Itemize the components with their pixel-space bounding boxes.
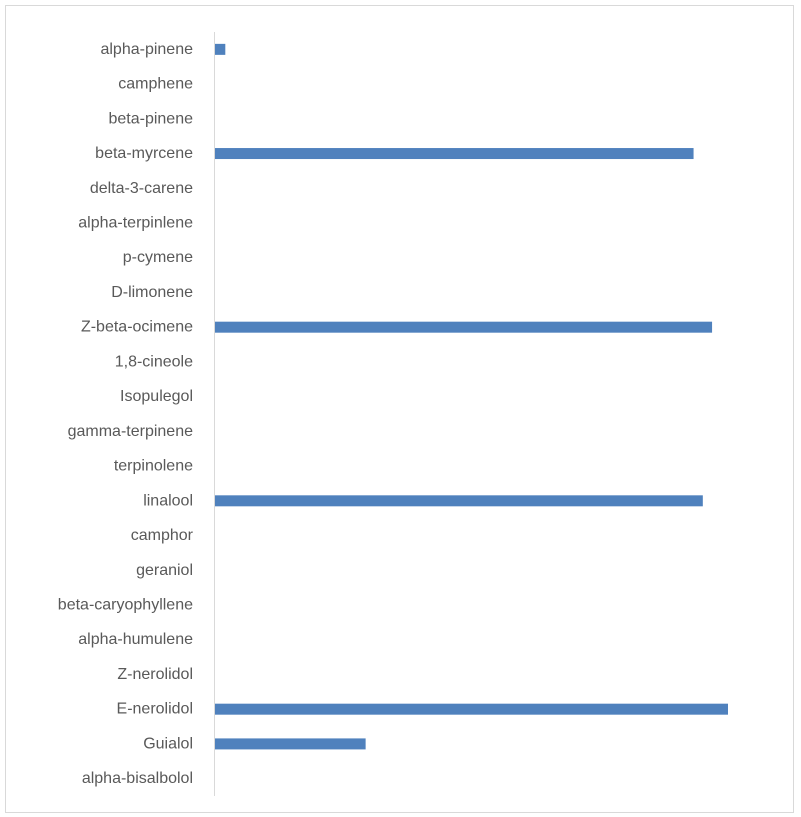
chart-frame — [5, 5, 794, 813]
bar — [215, 321, 713, 333]
category-label: Isopulegol — [120, 388, 193, 405]
category-label: delta-3-carene — [90, 180, 193, 197]
category-label: 1,8-cineole — [115, 353, 193, 370]
bar — [215, 148, 694, 160]
category-label: alpha-humulene — [78, 631, 193, 648]
category-label: beta-myrcene — [95, 145, 193, 162]
category-label: Z-nerolidol — [117, 666, 193, 683]
category-label: D-limonene — [111, 284, 193, 301]
bar — [215, 738, 366, 750]
bar — [215, 703, 728, 715]
category-label: p-cymene — [123, 249, 193, 266]
bar — [215, 495, 703, 507]
category-label: alpha-bisalbolol — [82, 770, 193, 787]
category-label: geraniol — [136, 562, 193, 579]
category-label: alpha-terpinlene — [78, 215, 193, 232]
category-label: linalool — [143, 492, 193, 509]
category-labels: alpha-pinene camphene beta-pinene beta-myrc… — [58, 41, 194, 787]
category-label: terpinolene — [114, 458, 193, 475]
bar — [215, 43, 226, 55]
category-label: beta-pinene — [108, 110, 193, 127]
category-label: gamma-terpinene — [68, 423, 194, 440]
category-label: Guialol — [143, 735, 193, 752]
bars — [215, 43, 728, 750]
category-label: camphene — [118, 76, 193, 93]
category-label: alpha-pinene — [100, 41, 193, 58]
category-label: beta-caryophyllene — [58, 597, 193, 614]
category-label: E-nerolidol — [117, 701, 193, 718]
category-label: Z-beta-ocimene — [81, 319, 193, 336]
category-label: camphor — [131, 527, 194, 544]
